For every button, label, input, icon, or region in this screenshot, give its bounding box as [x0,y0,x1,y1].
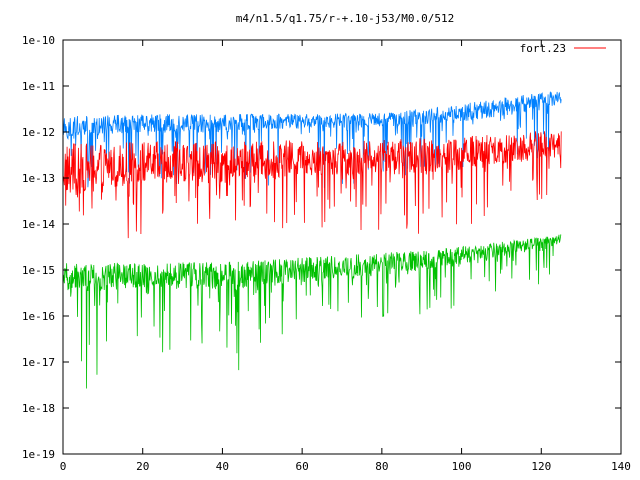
legend-label-fort-23: fort.23 [520,42,566,55]
x-tick-label: 100 [452,460,472,473]
x-tick-label: 120 [531,460,551,473]
x-tick-label: 40 [216,460,229,473]
chart-title: m4/n1.5/q1.75/r-+.10-j53/M0.0/512 [236,12,455,25]
plot-frame [62,39,622,455]
y-tick-label: 1e-18 [22,402,55,415]
series-layer [62,91,562,389]
axis-ticks: 0 20 40 60 80 100 120 140 1e-19 1e-18 1e-17 1e-16 1e… [22,34,631,473]
series-green-line [62,234,562,389]
x-tick-label: 80 [375,460,388,473]
y-tick-label: 1e-17 [22,356,55,369]
y-tick-label: 1e-19 [22,448,55,461]
y-tick-label: 1e-12 [22,126,55,139]
series-fort-23-line [62,131,562,239]
x-tick-label: 20 [136,460,149,473]
legend: fort.23 [520,42,606,55]
y-tick-label: 1e-14 [22,218,55,231]
y-tick-label: 1e-10 [22,34,55,47]
y-tick-label: 1e-15 [22,264,55,277]
y-tick-label: 1e-11 [22,80,55,93]
x-tick-label: 60 [296,460,309,473]
series-blue-line [62,91,562,188]
y-tick-label: 1e-13 [22,172,55,185]
x-tick-label: 140 [611,460,631,473]
x-tick-label: 0 [60,460,67,473]
y-tick-label: 1e-16 [22,310,55,323]
